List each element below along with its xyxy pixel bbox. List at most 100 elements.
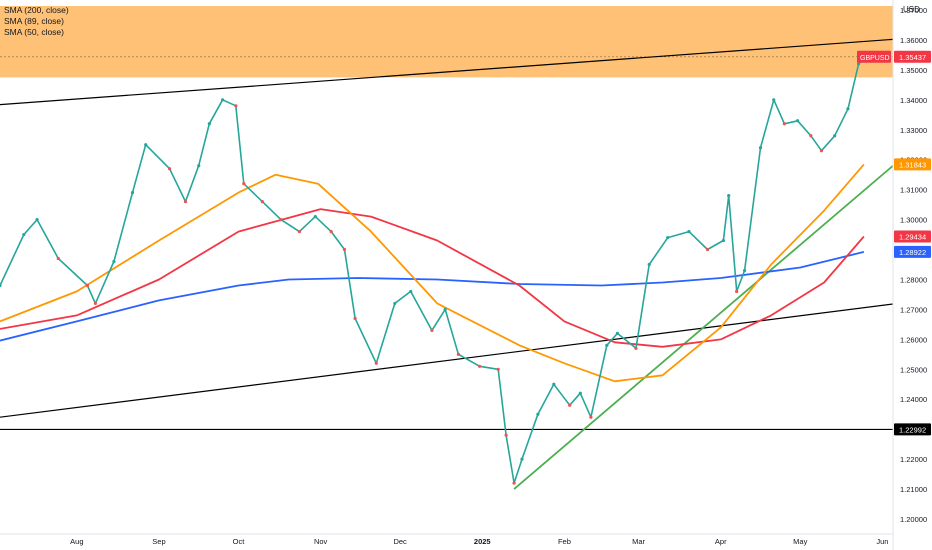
price-point — [234, 104, 238, 108]
price-point — [430, 328, 434, 332]
price-tag-text: 1.35437 — [899, 53, 926, 62]
x-tick-label: Oct — [233, 537, 246, 546]
y-tick-label: 1.34000 — [900, 96, 927, 105]
legend-sma50[interactable]: SMA (50, close) — [4, 27, 64, 37]
price-point — [456, 352, 461, 356]
price-point — [342, 247, 347, 252]
price-point — [721, 238, 726, 243]
series-line-2 — [0, 163, 865, 383]
price-point — [93, 301, 97, 306]
price-point — [512, 481, 516, 485]
x-tick-label: Nov — [314, 537, 328, 546]
price-labels: GBPUSD 1.35437 1.31843 1.29434 1.28922 1.2299… — [857, 50, 931, 436]
price-point — [0, 283, 2, 288]
x-tick-label: May — [793, 537, 807, 546]
x-tick-label: Dec — [393, 537, 407, 546]
price-axis-panel[interactable] — [893, 0, 932, 550]
resistance-zone-layer — [0, 6, 893, 78]
y-tick-label: 1.26000 — [900, 335, 927, 344]
price-point — [727, 194, 731, 198]
x-tick-label: Sep — [152, 537, 165, 546]
y-tick-label: 1.30000 — [900, 216, 927, 225]
reference-lines — [0, 56, 893, 431]
y-tick-label: 1.33000 — [900, 126, 927, 135]
price-point — [772, 98, 776, 102]
price-point — [568, 403, 572, 407]
price-point — [144, 143, 148, 147]
price-tag-text: 1.22992 — [899, 425, 926, 434]
price-point — [242, 182, 246, 186]
price-point — [634, 346, 638, 350]
price-tag-text: 1.31843 — [899, 160, 926, 169]
y-tick-label: 1.22000 — [900, 455, 927, 464]
y-tick-label: 1.24000 — [900, 395, 927, 404]
trendline-upper-channel — [0, 38, 894, 106]
y-tick-label: 1.31000 — [900, 186, 927, 195]
price-point — [207, 122, 211, 126]
legend-sma200[interactable]: SMA (200, close) — [4, 5, 69, 15]
price-point — [735, 289, 739, 294]
x-tick-label: Apr — [715, 537, 727, 546]
price-point — [833, 134, 837, 138]
price-tag — [894, 230, 931, 243]
price-series — [0, 55, 869, 485]
price-point — [666, 235, 670, 240]
price-point — [374, 361, 378, 365]
y-tick-label: 1.28000 — [900, 275, 927, 284]
price-point — [167, 167, 172, 171]
trendlines — [0, 38, 894, 490]
price-point — [197, 164, 201, 168]
y-tick-label: 1.25000 — [900, 365, 927, 374]
y-tick-label: 1.37000 — [900, 6, 927, 15]
price-point — [809, 134, 813, 138]
price-point — [578, 391, 582, 395]
y-tick-label: 1.27000 — [900, 305, 927, 314]
price-point — [35, 217, 39, 222]
price-point — [819, 149, 824, 153]
price-point — [22, 232, 26, 237]
price-point — [112, 259, 116, 264]
price-point — [393, 301, 397, 306]
price-point — [329, 229, 333, 234]
price-point — [56, 256, 60, 261]
price-point — [615, 331, 620, 335]
price-point — [758, 146, 763, 150]
x-tick-label: Aug — [70, 537, 83, 546]
resistance-zone — [0, 6, 893, 78]
price-point — [443, 307, 447, 312]
price-point — [605, 343, 609, 347]
price-point — [130, 191, 135, 195]
price-point — [504, 433, 508, 437]
y-tick-label: 1.35000 — [900, 66, 927, 75]
x-tick-label: Feb — [558, 537, 571, 546]
price-point — [846, 107, 850, 111]
moving-averages — [0, 163, 865, 383]
series-line-0 — [0, 251, 865, 342]
price-tag — [894, 245, 931, 258]
indicator-legend: SMA (200, close) SMA (89, close) SMA (50… — [4, 5, 69, 38]
x-tick-label: 2025 — [474, 537, 491, 546]
price-point — [496, 367, 500, 371]
currency-label[interactable]: USD — [903, 5, 920, 14]
price-point — [409, 289, 413, 294]
legend-sma89[interactable]: SMA (89, close) — [4, 16, 64, 26]
price-point — [782, 122, 786, 126]
price-point — [647, 262, 651, 267]
price-point — [85, 283, 90, 288]
price-point — [589, 415, 593, 419]
y-tick-label: 1.20000 — [900, 515, 927, 524]
price-tag — [894, 158, 931, 171]
price-point — [552, 382, 556, 386]
price-point — [478, 364, 482, 368]
price-point — [260, 200, 264, 204]
price-tag-text: 1.29434 — [899, 233, 926, 242]
trendline-lower-channel — [0, 303, 894, 418]
x-axis: Aug Sep Oct Nov Dec 2025 Feb Mar Apr May Jun — [70, 537, 888, 546]
trendline-support — [513, 165, 894, 490]
price-point — [687, 229, 691, 234]
price-point — [520, 457, 524, 461]
price-point — [297, 229, 302, 234]
price-point — [856, 62, 861, 66]
